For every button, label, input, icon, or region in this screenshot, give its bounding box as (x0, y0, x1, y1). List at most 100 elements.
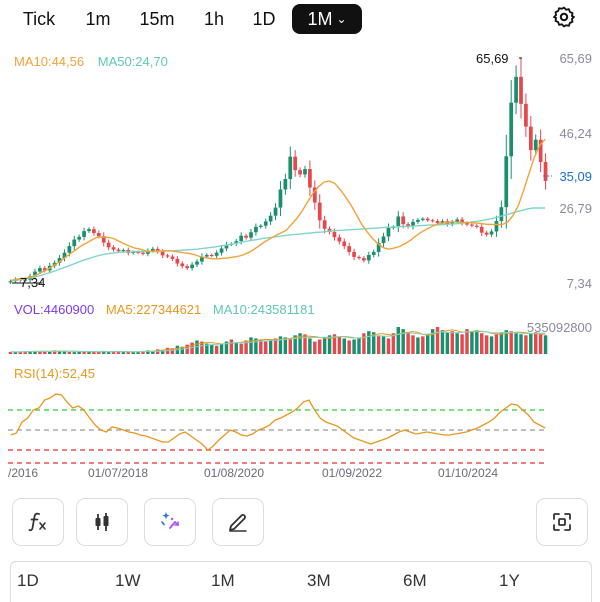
ma-legend: MA10:44,56 MA50:24,70 (14, 54, 178, 69)
price-chart[interactable] (0, 40, 600, 470)
volume-bar (376, 335, 381, 354)
period-1w[interactable]: 1W (115, 571, 141, 590)
candle-body (420, 218, 425, 220)
volume-bar (313, 341, 317, 354)
candle-body (499, 207, 504, 222)
volume-bar (234, 342, 238, 354)
chevron-down-icon: ⌄ (336, 12, 347, 26)
volume-bar (185, 344, 189, 354)
candle-body (440, 221, 445, 223)
volume-bar (391, 333, 396, 354)
candle-body (268, 215, 273, 222)
candle-body (180, 263, 185, 267)
candle-body (219, 248, 224, 253)
tab-1month-dropdown[interactable]: 1M ⌄ (292, 4, 362, 34)
candle-body (146, 250, 150, 254)
volume-bar (121, 351, 126, 354)
candle-body (430, 220, 435, 222)
volume-bar (543, 335, 548, 354)
tab-label: 15m (139, 9, 175, 29)
tab-1m[interactable]: 1m (78, 4, 118, 34)
volume-bar (352, 339, 356, 354)
period-1y[interactable]: 1Y (499, 571, 520, 590)
candle-body (116, 249, 121, 252)
indicator-fx-button[interactable] (12, 498, 64, 546)
candle-body (244, 235, 248, 238)
volume-bar (214, 345, 219, 354)
candle-body (273, 207, 278, 216)
volume-max-tick: 535092800 (526, 320, 592, 335)
candle-body (72, 239, 77, 247)
candle-body (524, 103, 528, 127)
period-6m[interactable]: 6M (403, 571, 427, 590)
period-1d[interactable]: 1D (17, 571, 39, 590)
volume-bar (8, 351, 13, 354)
volume-bar (190, 342, 194, 354)
candle-body (455, 219, 460, 222)
volume-bar (372, 332, 376, 354)
candle-body (342, 241, 347, 247)
low-marker-label: 7,34 (20, 275, 46, 290)
volume-bar (514, 333, 518, 354)
candle-body (170, 256, 175, 259)
tab-1d[interactable]: 1D (246, 4, 282, 34)
volume-bar (534, 332, 538, 354)
volume-bar (480, 333, 484, 354)
y-tick-high: 65,69 (559, 51, 592, 66)
candle-body (298, 170, 302, 175)
chart-type-button[interactable] (76, 498, 128, 546)
volume-bar (484, 335, 489, 354)
candle-body (33, 271, 37, 277)
tab-15m[interactable]: 15m (134, 4, 180, 34)
volume-bar (327, 335, 332, 354)
candle-body (155, 248, 160, 252)
volume-bar (401, 329, 405, 354)
volume-bar (357, 337, 361, 354)
tab-label: Tick (22, 9, 56, 29)
candle-body (528, 126, 533, 151)
draw-tool-button[interactable] (212, 498, 264, 546)
candlestick-icon (95, 513, 109, 531)
ai-drawing-button[interactable] (144, 498, 196, 546)
volume-bar (102, 350, 106, 354)
period-3m[interactable]: 3M (307, 571, 331, 590)
candle-body (484, 232, 489, 235)
volume-bar (308, 338, 312, 354)
volume-bar (362, 333, 366, 354)
candle-body (381, 236, 386, 244)
volume-bar (136, 351, 140, 354)
volume-bar (293, 335, 297, 354)
candle-body (23, 279, 28, 281)
volume-bar (288, 339, 292, 354)
x-tick: 01/08/2020 (204, 466, 265, 480)
volume-bar (318, 339, 322, 354)
tab-1h[interactable]: 1h (196, 4, 232, 34)
candle-body (386, 228, 391, 237)
candle-body (543, 162, 548, 181)
volume-bar (43, 351, 47, 354)
tab-tick[interactable]: Tick (14, 4, 64, 34)
volume-bar (259, 339, 263, 354)
period-1m[interactable]: 1M (211, 571, 235, 590)
gear-icon[interactable] (552, 5, 576, 29)
fullscreen-button[interactable] (536, 498, 588, 546)
candle-body (224, 244, 229, 249)
candle-body (57, 258, 62, 263)
tab-label: 1D (252, 9, 276, 29)
candle-body (77, 236, 82, 240)
volume-bar (229, 339, 234, 354)
candle-body (82, 231, 86, 237)
candle-body (195, 261, 199, 265)
volume-bar (126, 351, 130, 354)
volume-bar (254, 338, 258, 354)
volume-bar (224, 341, 229, 354)
candle-body (92, 229, 96, 234)
volume-bar (195, 340, 199, 354)
ma50-label: MA50:24,70 (97, 54, 168, 69)
volume-bar (23, 351, 27, 354)
candle-body (165, 255, 170, 257)
candle-body (376, 243, 381, 252)
rsi-line (10, 393, 546, 451)
candle-body (42, 268, 47, 271)
volume-bar (445, 332, 450, 354)
